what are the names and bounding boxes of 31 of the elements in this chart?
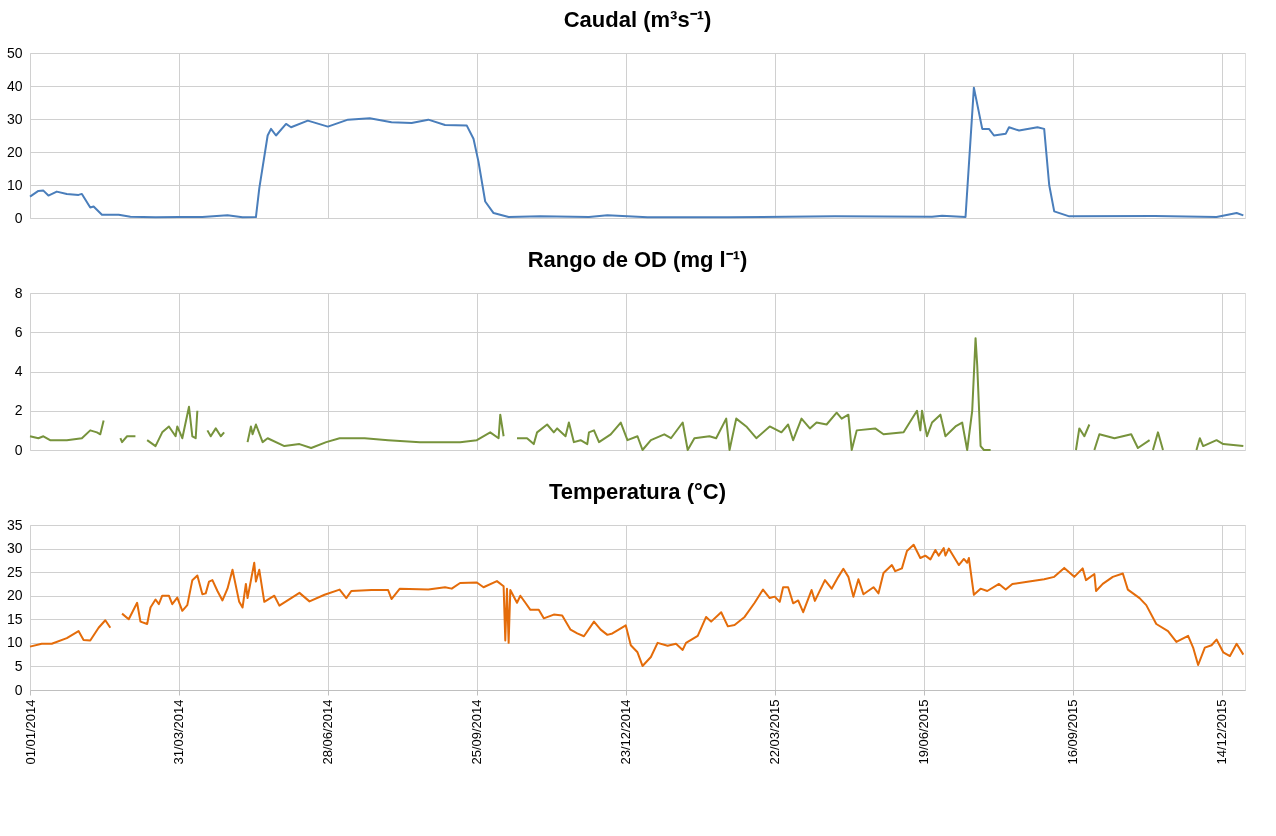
y-tick-label: 10 [6,176,23,193]
x-tick-label: 22/03/2015 [767,699,783,765]
x-tick-label: 14/12/2015 [1214,699,1230,765]
y-tick-label: 50 [6,44,23,61]
y-tick-label: 0 [14,209,23,226]
x-tick-label: 23/12/2014 [618,699,634,765]
y-tick-label: 0 [14,441,23,458]
y-tick-label: 25 [6,563,23,580]
chart-title: Temperatura (°C) [548,479,727,504]
y-tick-label: 2 [14,402,23,419]
y-tick-label: 0 [14,681,23,698]
y-tick-label: 30 [6,540,23,557]
y-tick-label: 30 [6,110,23,127]
y-tick-label: 4 [14,363,23,379]
y-tick-label: 15 [6,610,23,627]
x-tick-label: 01/01/2014 [22,699,38,765]
y-tick-label: 6 [14,323,23,340]
y-tick-label: 35 [6,516,23,533]
y-tick-label: 5 [14,657,23,674]
x-tick-label: 28/06/2014 [320,699,336,765]
x-tick-label: 31/03/2014 [171,699,187,765]
y-tick-label: 40 [6,77,23,94]
y-tick-label: 20 [6,587,23,604]
x-tick-label: 25/09/2014 [469,699,485,765]
y-tick-label: 8 [14,284,23,301]
x-tick-label: 19/06/2015 [916,699,932,765]
y-tick-label: 20 [6,143,23,160]
chart-title: Rango de OD (mg l⁻¹) [527,247,748,272]
y-tick-label: 10 [6,634,23,651]
chart-title: Caudal (m³s⁻¹) [563,7,712,32]
x-tick-label: 16/09/2015 [1065,699,1081,765]
